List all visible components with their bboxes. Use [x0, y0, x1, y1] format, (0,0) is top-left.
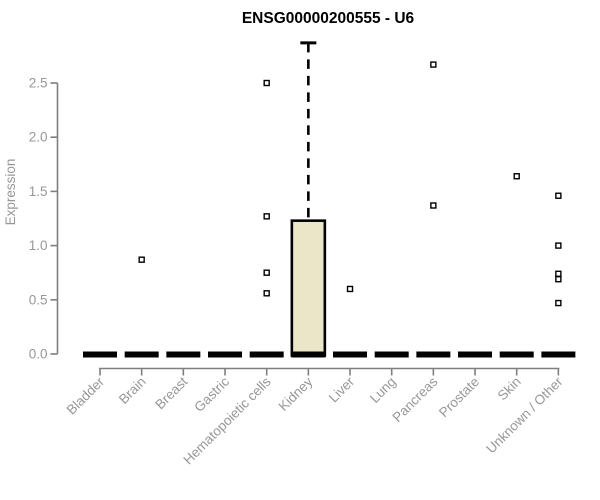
median-bar [416, 351, 451, 358]
y-tick-label: 1.0 [29, 238, 48, 253]
x-tick-label: Liver [326, 374, 358, 406]
outlier-point [263, 290, 270, 297]
median-bar [166, 351, 201, 358]
outlier-point [430, 202, 437, 209]
median-bar [249, 351, 284, 358]
x-tick-label: Skin [495, 374, 524, 403]
y-axis-label: Expression [3, 159, 18, 226]
outlier-point [263, 213, 270, 220]
y-tick-label: 0.5 [29, 292, 48, 307]
outlier-point [263, 269, 270, 276]
median-bar [333, 351, 368, 358]
boxplot-series [83, 41, 576, 358]
outlier-point [430, 61, 437, 68]
median-bar [541, 351, 576, 358]
outlier-point [263, 79, 270, 87]
x-tick-label: Unknown / Other [483, 374, 566, 457]
outlier-point [555, 270, 562, 277]
outlier-point [555, 276, 562, 283]
x-tick-label: Prostate [436, 374, 482, 420]
y-tick-label: 2.0 [29, 130, 48, 145]
outlier-point [513, 173, 520, 180]
median-bar [458, 351, 493, 358]
outlier-point [555, 192, 562, 199]
outlier-point [555, 299, 562, 307]
x-tick-label: Pancreas [390, 374, 441, 425]
x-tick-label: Bladder [64, 374, 108, 418]
median-bar [499, 351, 534, 358]
box [290, 219, 327, 357]
outlier-point [138, 256, 145, 263]
y-tick-label: 1.5 [29, 184, 48, 199]
x-tick-label: Gastric [191, 374, 232, 415]
x-tick-label: Kidney [276, 374, 316, 414]
outlier-point [555, 242, 562, 249]
median-bar [374, 351, 409, 358]
y-tick-label: 2.5 [29, 76, 48, 91]
median-bar [83, 351, 117, 358]
outlier-point [346, 285, 354, 293]
median-bar [124, 351, 159, 358]
median-bar [291, 351, 326, 358]
y-tick-label: 0.0 [29, 347, 48, 362]
x-tick-label: Breast [152, 374, 190, 412]
x-tick-label: Brain [116, 374, 149, 407]
x-tick-label: Lung [367, 374, 399, 406]
chart-title: ENSG00000200555 - U6 [242, 10, 415, 27]
median-bar [208, 351, 243, 358]
